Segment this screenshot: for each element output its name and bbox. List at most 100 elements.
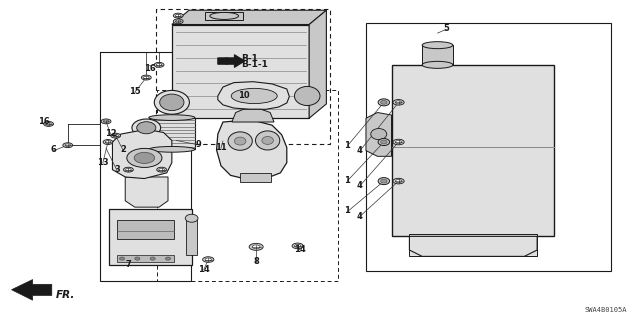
Ellipse shape [173, 19, 183, 24]
Text: 5: 5 [444, 24, 449, 33]
Text: 6: 6 [51, 145, 56, 154]
Polygon shape [113, 129, 172, 179]
Ellipse shape [46, 122, 51, 125]
Ellipse shape [160, 94, 184, 111]
Polygon shape [12, 279, 52, 300]
Ellipse shape [159, 168, 164, 171]
Ellipse shape [255, 131, 280, 150]
Bar [366, 23, 611, 271]
Polygon shape [172, 10, 326, 25]
Ellipse shape [396, 140, 402, 144]
Text: 1: 1 [344, 206, 350, 215]
Ellipse shape [125, 168, 131, 171]
Ellipse shape [371, 129, 387, 140]
Polygon shape [218, 55, 244, 67]
Ellipse shape [294, 244, 301, 248]
Text: 8: 8 [253, 257, 259, 266]
Text: 14: 14 [294, 245, 305, 254]
Ellipse shape [381, 140, 387, 144]
Ellipse shape [210, 12, 239, 19]
Ellipse shape [101, 119, 111, 124]
Ellipse shape [396, 101, 402, 104]
Bar [422, 45, 453, 65]
Text: SWA4B0105A: SWA4B0105A [584, 307, 627, 313]
Ellipse shape [149, 146, 195, 152]
Ellipse shape [137, 122, 156, 134]
Ellipse shape [132, 119, 161, 137]
Ellipse shape [44, 122, 54, 126]
Text: 4: 4 [356, 181, 362, 190]
Ellipse shape [422, 61, 453, 68]
Text: FR.: FR. [56, 290, 76, 300]
Bar [172, 25, 309, 118]
Ellipse shape [134, 152, 155, 163]
Ellipse shape [203, 257, 214, 262]
Ellipse shape [185, 214, 198, 222]
Polygon shape [309, 10, 326, 118]
Ellipse shape [63, 143, 73, 148]
Bar [205, 12, 243, 20]
Ellipse shape [231, 88, 277, 104]
Ellipse shape [141, 75, 151, 80]
Polygon shape [366, 113, 392, 156]
Ellipse shape [65, 144, 70, 146]
Bar [186, 217, 197, 255]
Text: 3: 3 [114, 165, 120, 174]
Ellipse shape [124, 167, 133, 172]
Ellipse shape [262, 137, 273, 145]
Text: 13: 13 [97, 158, 109, 167]
Text: B-1: B-1 [241, 54, 258, 63]
Text: 7: 7 [125, 260, 131, 270]
Bar [156, 9, 330, 144]
Text: 10: 10 [237, 92, 249, 100]
Ellipse shape [249, 243, 263, 250]
Polygon shape [410, 236, 537, 256]
Ellipse shape [135, 257, 140, 260]
Ellipse shape [292, 243, 303, 249]
Bar [157, 90, 338, 281]
Polygon shape [218, 82, 289, 109]
Text: 4: 4 [356, 211, 362, 220]
Ellipse shape [143, 76, 149, 79]
Ellipse shape [378, 178, 390, 185]
Ellipse shape [150, 257, 156, 260]
Ellipse shape [228, 132, 252, 150]
Ellipse shape [120, 257, 125, 260]
Bar [240, 174, 271, 182]
Ellipse shape [156, 63, 162, 66]
Ellipse shape [111, 133, 120, 138]
Polygon shape [125, 177, 168, 207]
Ellipse shape [175, 20, 181, 23]
Ellipse shape [381, 100, 387, 104]
Ellipse shape [422, 42, 453, 49]
Ellipse shape [154, 90, 189, 114]
Text: 15: 15 [129, 87, 141, 96]
Bar [100, 51, 191, 281]
Text: 16: 16 [38, 117, 50, 126]
Ellipse shape [378, 138, 390, 145]
Ellipse shape [103, 140, 113, 145]
Bar [410, 234, 537, 256]
Ellipse shape [154, 63, 164, 67]
Ellipse shape [393, 139, 404, 145]
Text: 2: 2 [120, 145, 126, 154]
Text: 1: 1 [344, 176, 350, 185]
Text: 12: 12 [105, 129, 116, 138]
Text: 4: 4 [356, 146, 362, 155]
Ellipse shape [106, 141, 111, 143]
Ellipse shape [149, 115, 195, 121]
Ellipse shape [104, 120, 109, 123]
Bar [392, 65, 554, 236]
Ellipse shape [166, 257, 171, 260]
Ellipse shape [393, 100, 404, 105]
Ellipse shape [393, 178, 404, 184]
Text: 11: 11 [215, 143, 227, 152]
Bar [117, 256, 174, 262]
Bar [149, 118, 195, 149]
Ellipse shape [157, 167, 166, 172]
Polygon shape [216, 121, 287, 179]
Ellipse shape [205, 258, 211, 261]
Ellipse shape [396, 180, 402, 182]
Text: 14: 14 [198, 264, 210, 274]
Text: B-1-1: B-1-1 [241, 60, 268, 69]
